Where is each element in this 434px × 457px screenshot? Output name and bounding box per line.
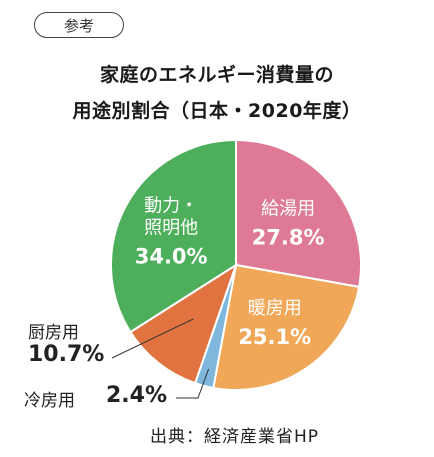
label-kitchen-name: 厨房用 — [28, 323, 79, 343]
pie-slice-0 — [235, 138, 362, 289]
slice-name-4-line-0: 動力・ — [144, 195, 198, 216]
slice-name-0-line-0: 給湯用 — [261, 198, 315, 219]
chart-title-line1: 家庭のエネルギー消費量の — [99, 64, 334, 86]
pie-slice-4 — [110, 138, 237, 334]
leader-line-kitchen — [111, 318, 194, 359]
pie-slice-1 — [212, 263, 361, 391]
label-cooling-name: 冷房用 — [24, 391, 75, 411]
slice-name-1-line-0: 暖房用 — [248, 298, 302, 319]
leader-line-cooling — [176, 368, 210, 399]
slice-value-1: 25.1% — [238, 325, 311, 349]
label-cooling-value: 2.4% — [106, 383, 168, 408]
reference-badge: 参考 — [34, 12, 124, 38]
slice-value-4: 34.0% — [135, 244, 208, 268]
slice-value-0: 27.8% — [252, 225, 325, 249]
slice-name-4-line-1: 照明他 — [144, 217, 198, 238]
source-credit: 出典：経済産業省HP — [150, 427, 320, 447]
chart-title-line2: 用途別割合（日本・2020年度） — [72, 100, 362, 122]
label-kitchen-value: 10.7% — [28, 342, 105, 367]
